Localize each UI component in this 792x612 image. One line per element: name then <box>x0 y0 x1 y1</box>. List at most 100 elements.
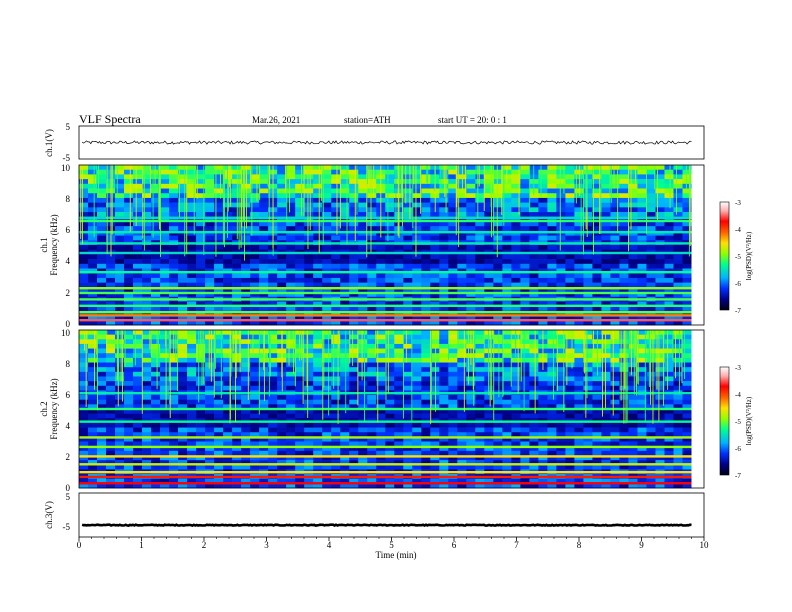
spectrogram-cell <box>511 371 521 377</box>
spectrogram-cell <box>457 404 467 410</box>
spectrogram-cell <box>232 460 242 466</box>
spectrogram-cell <box>250 277 260 283</box>
spectrogram-cell <box>259 287 269 293</box>
spectrogram-cell <box>241 334 251 340</box>
spectrogram-cell <box>286 367 296 373</box>
spectrogram-cell <box>547 381 557 387</box>
spectrogram-cell <box>511 450 521 456</box>
spectrogram-cell <box>412 422 422 428</box>
spectrogram-cell <box>367 169 377 175</box>
spectrogram-cell <box>286 259 296 265</box>
spectrogram-cell <box>655 277 665 283</box>
spectrogram-cell <box>493 202 503 208</box>
spectrogram-cell <box>241 315 251 321</box>
spectrogram-sferic <box>135 165 137 226</box>
spectrogram-cell <box>574 413 584 419</box>
spectrogram-cell <box>610 409 620 414</box>
spectrogram-cell <box>448 427 458 433</box>
spectrogram-cell <box>619 315 629 321</box>
spectrogram-cell <box>142 179 152 185</box>
spectrogram-cell <box>178 320 188 326</box>
spectrogram-cell <box>97 404 107 410</box>
spectrogram-cell <box>511 395 521 401</box>
spectrogram-cell <box>430 353 440 359</box>
spectrogram-cell <box>511 277 521 283</box>
spectrogram-cell <box>367 460 377 466</box>
spectrogram-sferic <box>281 330 283 392</box>
spectrogram-cell <box>439 315 449 321</box>
spectrogram-cell <box>295 371 305 377</box>
spectrogram-cell <box>106 339 116 345</box>
spectrogram-cell <box>511 169 521 175</box>
spectrogram-cell <box>646 455 656 461</box>
spectrogram-cell <box>529 348 539 354</box>
spectrogram-cell <box>313 404 323 410</box>
spectrogram-cell <box>241 478 251 484</box>
spectrogram-cell <box>358 450 368 456</box>
spectrogram-cell <box>592 183 602 189</box>
spectrogram-cell <box>421 483 431 489</box>
spectrogram-cell <box>304 226 314 232</box>
spectrogram-cell <box>124 282 134 288</box>
spectrogram-cell <box>448 464 458 470</box>
spectrogram-cell <box>394 254 404 260</box>
spectrogram-cell <box>538 315 548 321</box>
spectrogram-cell <box>295 221 305 227</box>
spectrogram-cell <box>385 212 395 218</box>
spectrogram-sferic <box>94 330 96 353</box>
spectrogram-cell <box>394 334 404 340</box>
spectrogram-sferic <box>116 330 118 380</box>
spectrogram-cell <box>412 202 422 208</box>
spectrogram-cell <box>295 282 305 288</box>
spectrogram-cell <box>502 334 512 340</box>
spectrogram-cell <box>646 441 656 447</box>
spectrogram-cell <box>223 292 233 298</box>
spectrogram-cell <box>385 339 395 345</box>
spectrogram-cell <box>403 179 413 185</box>
spectrogram-cell <box>556 330 566 335</box>
spectrogram-cell <box>439 221 449 227</box>
spectrogram-cell <box>556 334 566 340</box>
spectrogram-cell <box>583 273 593 279</box>
spectrogram-sferic <box>198 330 200 403</box>
spectrogram-cell <box>682 441 692 447</box>
spectrogram-cell <box>601 422 611 428</box>
spectrogram-cell <box>367 441 377 447</box>
spectrogram-cell <box>88 446 98 452</box>
spectrogram-cell <box>349 385 359 391</box>
spectrogram-cell <box>277 165 287 171</box>
spectrogram-cell <box>358 395 368 401</box>
spectrogram-cell <box>583 478 593 484</box>
spectrogram-cell <box>169 376 179 382</box>
spectrogram-cell <box>259 395 269 401</box>
spectrogram-cell <box>358 202 368 208</box>
spectrogram-cell <box>187 207 197 213</box>
spectrogram-cell <box>169 422 179 428</box>
spectrogram-cell <box>673 292 683 298</box>
spectrogram-cell <box>214 212 224 218</box>
spectrogram-cell <box>259 460 269 466</box>
spectrogram-cell <box>223 446 233 452</box>
spectrogram-cell <box>403 226 413 232</box>
spectrogram-cell <box>646 357 656 363</box>
spectrogram-sferic <box>158 330 159 360</box>
spectrogram-cell <box>124 245 134 251</box>
spectrogram-cell <box>412 362 422 368</box>
spectrogram-cell <box>286 287 296 293</box>
spectrogram-cell <box>673 381 683 387</box>
spectrogram-cell <box>160 259 170 265</box>
spectrogram-cell <box>223 455 233 461</box>
spectrogram-cell <box>124 427 134 433</box>
spectrogram-cell <box>475 221 485 227</box>
spectrogram-cell <box>268 478 278 484</box>
spectrogram-cell <box>556 197 566 203</box>
spectrogram-cell <box>124 395 134 401</box>
spectrogram-cell <box>448 301 458 307</box>
spectrogram-cell <box>340 169 350 175</box>
spectrogram-cell <box>88 216 98 222</box>
spectrogram-cell <box>475 478 485 484</box>
spectrogram-cell <box>385 259 395 265</box>
spectrogram-sferic <box>149 165 151 195</box>
spectrogram-cell <box>556 446 566 452</box>
spectrogram-cell <box>565 320 575 326</box>
